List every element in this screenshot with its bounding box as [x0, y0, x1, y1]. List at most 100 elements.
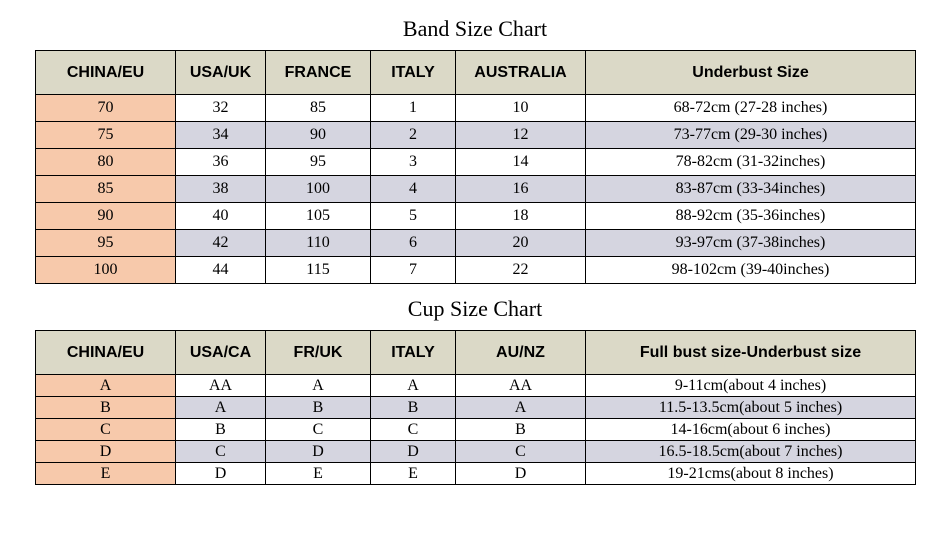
- cup-cell: A: [176, 397, 266, 419]
- band-cell: 42: [176, 230, 266, 257]
- band-cell: 22: [456, 257, 586, 284]
- band-cell: 6: [371, 230, 456, 257]
- band-cell: 38: [176, 176, 266, 203]
- band-cell: 95: [266, 149, 371, 176]
- band-col-usa-uk: USA/UK: [176, 51, 266, 95]
- cup-cell: B: [371, 397, 456, 419]
- band-cell: 5: [371, 203, 456, 230]
- cup-cell: AA: [176, 375, 266, 397]
- band-cell: 78-82cm (31-32inches): [586, 149, 916, 176]
- cup-cell: E: [371, 463, 456, 485]
- cup-col-au-nz: AU/NZ: [456, 331, 586, 375]
- band-cell: 100: [36, 257, 176, 284]
- band-cell: 85: [266, 95, 371, 122]
- cup-cell: A: [371, 375, 456, 397]
- cup-cell: 16.5-18.5cm(about 7 inches): [586, 441, 916, 463]
- band-col-australia: AUSTRALIA: [456, 51, 586, 95]
- band-cell: 16: [456, 176, 586, 203]
- table-row: E D E E D 19-21cms(about 8 inches): [36, 463, 916, 485]
- table-row: 95 42 110 6 20 93-97cm (37-38inches): [36, 230, 916, 257]
- band-cell: 3: [371, 149, 456, 176]
- band-cell: 12: [456, 122, 586, 149]
- cup-cell: A: [456, 397, 586, 419]
- cup-cell: 14-16cm(about 6 inches): [586, 419, 916, 441]
- cup-cell: D: [456, 463, 586, 485]
- table-row: B A B B A 11.5-13.5cm(about 5 inches): [36, 397, 916, 419]
- table-row: 100 44 115 7 22 98-102cm (39-40inches): [36, 257, 916, 284]
- cup-cell: 9-11cm(about 4 inches): [586, 375, 916, 397]
- cup-header-row: CHINA/EU USA/CA FR/UK ITALY AU/NZ Full b…: [36, 331, 916, 375]
- band-cell: 2: [371, 122, 456, 149]
- band-cell: 85: [36, 176, 176, 203]
- band-cell: 1: [371, 95, 456, 122]
- cup-cell: B: [266, 397, 371, 419]
- table-row: 85 38 100 4 16 83-87cm (33-34inches): [36, 176, 916, 203]
- cup-cell: C: [456, 441, 586, 463]
- cup-cell: D: [371, 441, 456, 463]
- cup-chart-title: Cup Size Chart: [35, 296, 915, 322]
- table-row: 90 40 105 5 18 88-92cm (35-36inches): [36, 203, 916, 230]
- band-cell: 88-92cm (35-36inches): [586, 203, 916, 230]
- band-cell: 20: [456, 230, 586, 257]
- band-col-china-eu: CHINA/EU: [36, 51, 176, 95]
- band-col-france: FRANCE: [266, 51, 371, 95]
- cup-cell: B: [36, 397, 176, 419]
- band-cell: 93-97cm (37-38inches): [586, 230, 916, 257]
- band-cell: 40: [176, 203, 266, 230]
- cup-col-diff: Full bust size-Underbust size: [586, 331, 916, 375]
- band-cell: 14: [456, 149, 586, 176]
- band-cell: 68-72cm (27-28 inches): [586, 95, 916, 122]
- cup-cell: B: [456, 419, 586, 441]
- cup-size-table: CHINA/EU USA/CA FR/UK ITALY AU/NZ Full b…: [35, 330, 916, 485]
- band-cell: 7: [371, 257, 456, 284]
- table-row: 70 32 85 1 10 68-72cm (27-28 inches): [36, 95, 916, 122]
- band-chart-title: Band Size Chart: [35, 16, 915, 42]
- band-cell: 73-77cm (29-30 inches): [586, 122, 916, 149]
- band-cell: 10: [456, 95, 586, 122]
- cup-cell: E: [36, 463, 176, 485]
- table-row: A AA A A AA 9-11cm(about 4 inches): [36, 375, 916, 397]
- cup-cell: C: [371, 419, 456, 441]
- band-cell: 110: [266, 230, 371, 257]
- cup-cell: A: [266, 375, 371, 397]
- cup-cell: C: [176, 441, 266, 463]
- cup-col-fr-uk: FR/UK: [266, 331, 371, 375]
- cup-cell: AA: [456, 375, 586, 397]
- band-cell: 90: [266, 122, 371, 149]
- band-header-row: CHINA/EU USA/UK FRANCE ITALY AUSTRALIA U…: [36, 51, 916, 95]
- cup-cell: C: [36, 419, 176, 441]
- band-cell: 34: [176, 122, 266, 149]
- band-col-underbust: Underbust Size: [586, 51, 916, 95]
- band-cell: 98-102cm (39-40inches): [586, 257, 916, 284]
- cup-cell: B: [176, 419, 266, 441]
- cup-cell: A: [36, 375, 176, 397]
- band-cell: 90: [36, 203, 176, 230]
- table-row: C B C C B 14-16cm(about 6 inches): [36, 419, 916, 441]
- band-cell: 36: [176, 149, 266, 176]
- band-cell: 80: [36, 149, 176, 176]
- cup-cell: E: [266, 463, 371, 485]
- band-cell: 95: [36, 230, 176, 257]
- cup-cell: 11.5-13.5cm(about 5 inches): [586, 397, 916, 419]
- band-cell: 32: [176, 95, 266, 122]
- band-cell: 105: [266, 203, 371, 230]
- cup-col-china-eu: CHINA/EU: [36, 331, 176, 375]
- band-cell: 100: [266, 176, 371, 203]
- table-row: 75 34 90 2 12 73-77cm (29-30 inches): [36, 122, 916, 149]
- band-cell: 44: [176, 257, 266, 284]
- cup-cell: D: [266, 441, 371, 463]
- band-cell: 115: [266, 257, 371, 284]
- cup-col-italy: ITALY: [371, 331, 456, 375]
- cup-col-usa-ca: USA/CA: [176, 331, 266, 375]
- table-row: D C D D C 16.5-18.5cm(about 7 inches): [36, 441, 916, 463]
- cup-cell: D: [36, 441, 176, 463]
- cup-cell: C: [266, 419, 371, 441]
- cup-cell: D: [176, 463, 266, 485]
- band-col-italy: ITALY: [371, 51, 456, 95]
- table-row: 80 36 95 3 14 78-82cm (31-32inches): [36, 149, 916, 176]
- band-cell: 75: [36, 122, 176, 149]
- band-cell: 18: [456, 203, 586, 230]
- band-cell: 83-87cm (33-34inches): [586, 176, 916, 203]
- cup-cell: 19-21cms(about 8 inches): [586, 463, 916, 485]
- band-cell: 4: [371, 176, 456, 203]
